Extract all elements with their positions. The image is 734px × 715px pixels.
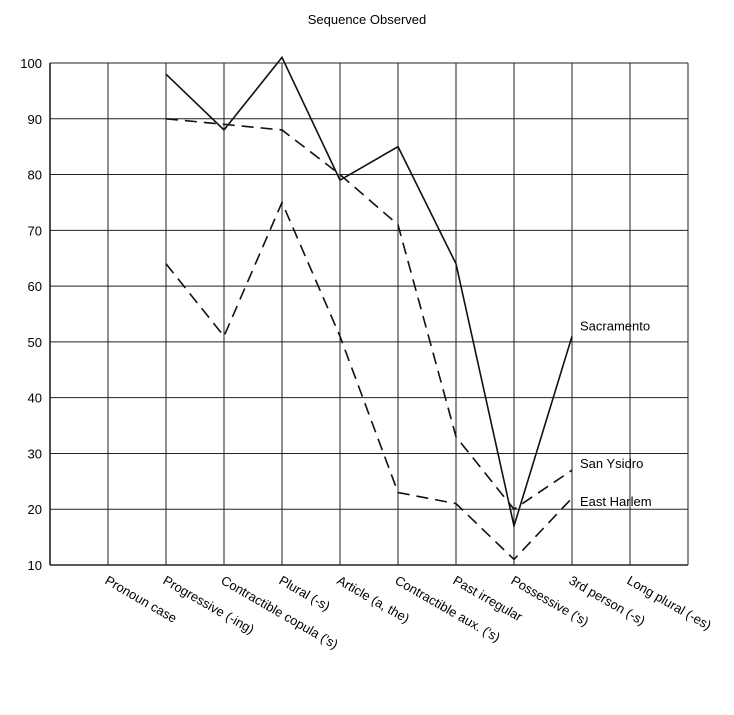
series-label: Sacramento	[580, 318, 650, 333]
chart-title: Sequence Observed	[308, 12, 427, 27]
y-tick-label: 10	[28, 558, 42, 573]
series-label: East Harlem	[580, 494, 652, 509]
series-line-2	[165, 200, 573, 561]
y-tick-label: 90	[28, 112, 42, 127]
y-tick-label: 20	[28, 502, 42, 517]
series-label: San Ysidro	[580, 456, 643, 471]
y-tick-label: 70	[28, 223, 42, 238]
series-line-0	[165, 55, 573, 530]
x-tick-label: Contractible aux. ('s)	[393, 573, 503, 645]
y-tick-label: 50	[28, 335, 42, 350]
y-tick-label: 100	[20, 56, 42, 71]
series-line-1	[165, 117, 573, 511]
series-labels: Sacramento San Ysidro East Harlem	[580, 318, 652, 509]
series-lines	[165, 55, 573, 561]
grid	[49, 62, 689, 566]
y-tick-label: 30	[28, 446, 42, 461]
y-tick-label: 60	[28, 279, 42, 294]
y-tick-label: 40	[28, 391, 42, 406]
y-tick-label: 80	[28, 168, 42, 183]
y-axis-ticks: 10 20 30 40 50 60 70 80 90 100	[20, 56, 42, 573]
